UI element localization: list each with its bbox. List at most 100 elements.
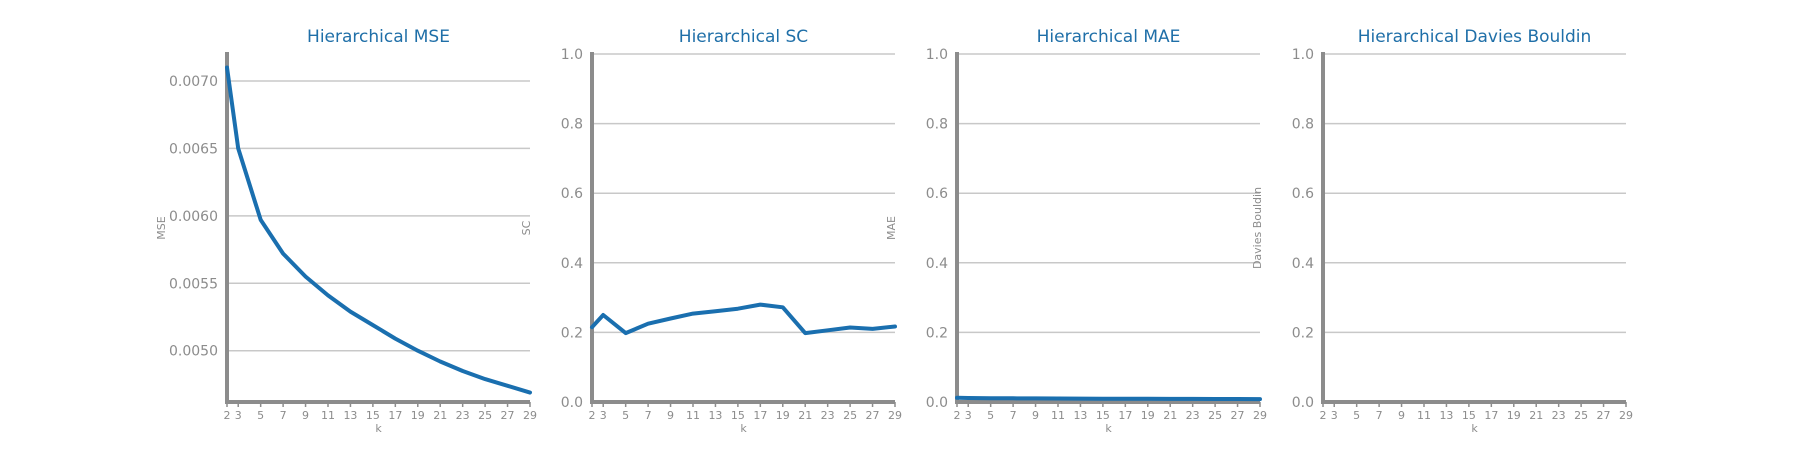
x-tick-label: 29 [1619, 409, 1633, 422]
y-axis-label: MSE [155, 216, 168, 239]
x-tick-label: 9 [302, 409, 309, 422]
x-tick-label: 29 [888, 409, 902, 422]
y-tick-label: 0.8 [926, 117, 948, 133]
chart-1: Hierarchical MSE 0.0050 0.0055 0.0060 0.0065… [155, 27, 537, 435]
y-tick-label: 0.0055 [169, 276, 218, 292]
x-tick-label: 17 [388, 409, 402, 422]
x-tick-label: 5 [257, 409, 264, 422]
x-tick-label: 11 [686, 409, 700, 422]
x-tick-label: 15 [731, 409, 745, 422]
x-tick-label: 15 [1096, 409, 1110, 422]
x-tick-label: 27 [1597, 409, 1611, 422]
x-tick-label: 19 [1141, 409, 1155, 422]
x-tick-label: 23 [456, 409, 470, 422]
y-tick-label: 1.0 [1292, 47, 1314, 63]
y-tick-label: 0.4 [561, 256, 583, 272]
x-tick-label: 7 [1376, 409, 1383, 422]
y-tick-label: 0.0 [1292, 395, 1314, 411]
x-tick-label: 27 [501, 409, 515, 422]
y-tick-label: 0.0065 [169, 141, 218, 157]
x-tick-label: 21 [1163, 409, 1177, 422]
series-line [955, 395, 1262, 402]
x-tick-label: 5 [1353, 409, 1360, 422]
x-tick-label: 19 [411, 409, 425, 422]
chart-title: Hierarchical Davies Bouldin [1358, 27, 1592, 47]
x-tick-label: 25 [1574, 409, 1588, 422]
x-tick-label: 2 [224, 409, 231, 422]
x-tick-label: 27 [1231, 409, 1245, 422]
x-axis-label: k [740, 422, 747, 435]
x-tick-label: 2 [1320, 409, 1327, 422]
x-tick-label: 9 [1398, 409, 1405, 422]
x-tick-label: 25 [843, 409, 857, 422]
x-tick-label: 13 [708, 409, 722, 422]
x-tick-label: 13 [343, 409, 357, 422]
x-tick-label: 15 [1462, 409, 1476, 422]
x-tick-label: 11 [1051, 409, 1065, 422]
x-tick-label: 17 [1484, 409, 1498, 422]
y-tick-label: 0.6 [561, 186, 583, 202]
x-tick-label: 19 [1507, 409, 1521, 422]
x-tick-label: 21 [798, 409, 812, 422]
x-tick-label: 29 [1253, 409, 1267, 422]
y-tick-label: 1.0 [561, 47, 583, 63]
y-tick-label: 0.4 [926, 256, 948, 272]
x-tick-label: 23 [821, 409, 835, 422]
x-tick-label: 21 [1529, 409, 1543, 422]
x-tick-label: 7 [645, 409, 652, 422]
y-tick-label: 0.4 [1292, 256, 1314, 272]
x-tick-label: 9 [1032, 409, 1039, 422]
y-tick-label: 0.2 [561, 325, 583, 341]
x-tick-label: 9 [667, 409, 674, 422]
y-axis-label: MAE [885, 216, 898, 240]
x-tick-label: 5 [622, 409, 629, 422]
y-tick-label: 0.0070 [169, 74, 218, 90]
x-tick-label: 21 [433, 409, 447, 422]
y-tick-label: 0.2 [926, 325, 948, 341]
x-tick-label: 11 [1417, 409, 1431, 422]
x-tick-label: 27 [866, 409, 880, 422]
y-tick-label: 0.6 [1292, 186, 1314, 202]
x-axis-label: k [375, 422, 382, 435]
x-tick-label: 2 [589, 409, 596, 422]
x-tick-label: 29 [523, 409, 537, 422]
y-tick-label: 0.6 [926, 186, 948, 202]
y-tick-label: 0.8 [1292, 117, 1314, 133]
x-tick-label: 23 [1186, 409, 1200, 422]
y-tick-label: 0.0 [561, 395, 583, 411]
chart-2: Hierarchical SC 0.0 0.2 0.4 0.6 0.8 1.0 2 3 5 7 9 11… [520, 27, 902, 435]
x-tick-label: 19 [776, 409, 790, 422]
x-tick-label: 17 [753, 409, 767, 422]
y-axis-label: Davies Bouldin [1251, 187, 1264, 269]
y-tick-label: 0.0 [926, 395, 948, 411]
x-tick-label: 3 [235, 409, 242, 422]
y-tick-label: 0.0060 [169, 209, 218, 225]
x-tick-label: 2 [954, 409, 961, 422]
y-axis-label: SC [520, 220, 533, 235]
x-tick-label: 11 [321, 409, 335, 422]
x-tick-label: 15 [366, 409, 380, 422]
x-tick-label: 3 [965, 409, 972, 422]
x-tick-label: 3 [600, 409, 607, 422]
series-line [590, 302, 897, 336]
chart-title: Hierarchical MSE [307, 27, 450, 47]
x-tick-label: 3 [1331, 409, 1338, 422]
x-tick-label: 25 [478, 409, 492, 422]
chart-title: Hierarchical SC [679, 27, 808, 47]
x-tick-label: 5 [987, 409, 994, 422]
y-tick-label: 0.0050 [169, 344, 218, 360]
x-tick-label: 25 [1208, 409, 1222, 422]
chart-4: Hierarchical Davies Bouldin 0.0 0.2 0.4 0.6 0… [1251, 27, 1633, 435]
y-tick-label: 1.0 [926, 47, 948, 63]
x-tick-label: 7 [1010, 409, 1017, 422]
x-axis-label: k [1105, 422, 1112, 435]
y-tick-label: 0.2 [1292, 325, 1314, 341]
x-tick-label: 23 [1552, 409, 1566, 422]
x-axis-label: k [1471, 422, 1478, 435]
series-line [225, 65, 532, 395]
x-tick-label: 17 [1118, 409, 1132, 422]
y-tick-label: 0.8 [561, 117, 583, 133]
x-tick-label: 7 [280, 409, 287, 422]
